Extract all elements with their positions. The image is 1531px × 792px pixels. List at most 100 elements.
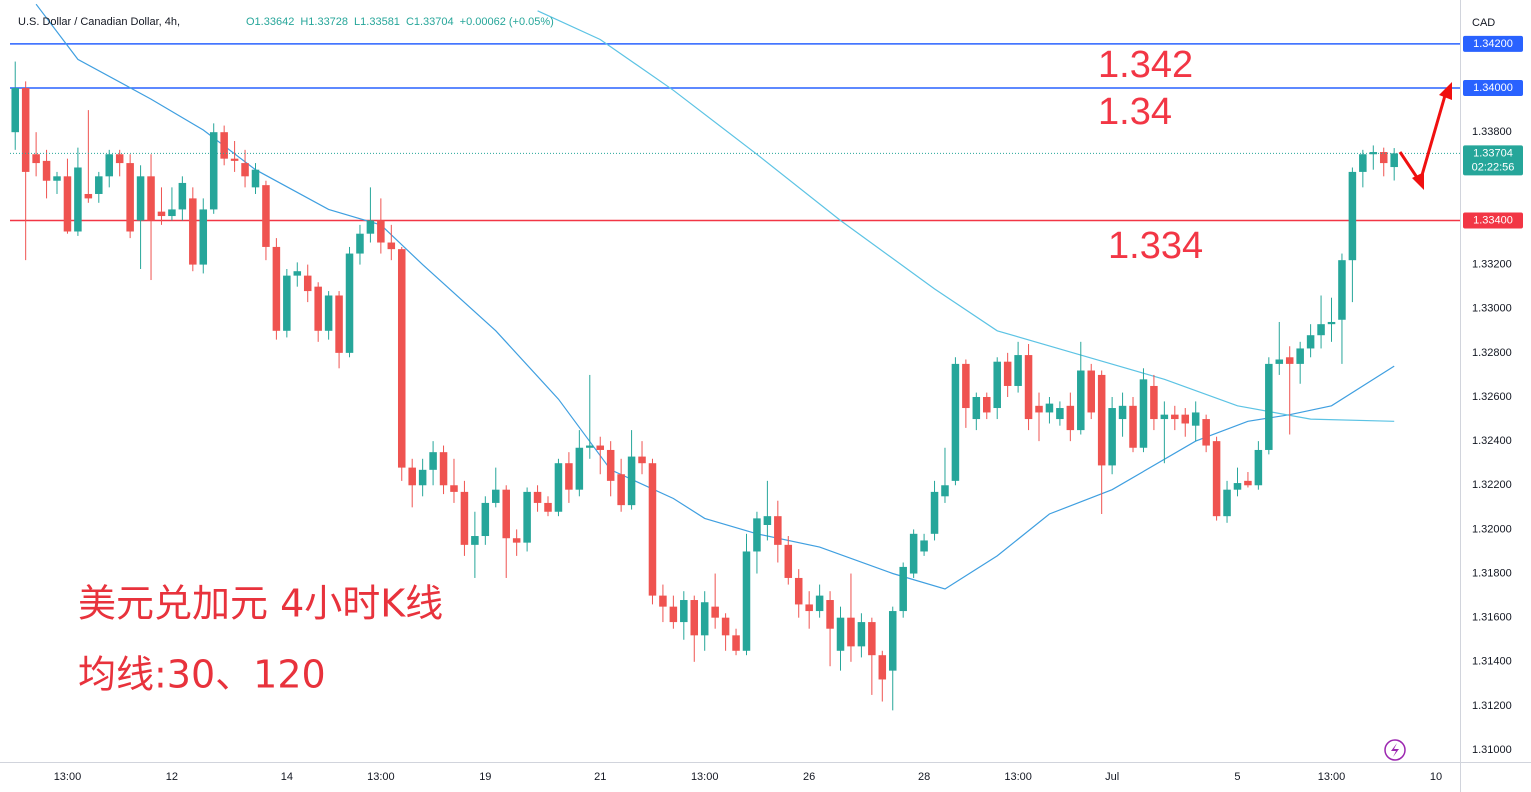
candle-body: [606, 449, 615, 481]
candle-body: [826, 600, 834, 629]
legend-value: L1.33581: [354, 16, 400, 28]
candle-body: [1244, 480, 1252, 486]
candle-body: [136, 176, 145, 221]
x-tick-label: 10: [1430, 771, 1442, 783]
candle-body: [439, 452, 448, 486]
candle-body: [105, 154, 114, 177]
candle-body: [523, 491, 531, 543]
candle-body: [596, 445, 604, 450]
alert-icon[interactable]: [1384, 739, 1406, 761]
candle-body: [168, 209, 176, 217]
price-label-box: [1463, 35, 1523, 52]
candle-body: [1035, 405, 1043, 413]
candle-body: [1233, 483, 1242, 490]
candle-body: [1171, 414, 1179, 420]
candle-body: [251, 169, 260, 188]
candle-body: [1348, 171, 1357, 261]
y-tick-label: 1.32600: [1472, 391, 1512, 403]
candle-body: [1087, 370, 1095, 413]
candle-body: [1265, 363, 1273, 450]
x-tick-label: 19: [479, 771, 491, 783]
candle-body: [366, 220, 375, 234]
candle-body: [1056, 408, 1064, 420]
candle-body: [324, 295, 333, 331]
candle-body: [805, 604, 813, 612]
y-tick-label: 1.31600: [1472, 612, 1512, 624]
candle-body: [1129, 405, 1137, 448]
last-price-box: [1463, 145, 1523, 176]
candle-body: [680, 600, 688, 623]
candle-body: [638, 456, 646, 464]
x-tick-label: 12: [166, 771, 178, 783]
candle-body: [230, 158, 239, 161]
icon-circle[interactable]: [1384, 739, 1406, 761]
candle-body: [533, 491, 542, 503]
candle-body: [220, 132, 228, 159]
candle-body: [502, 489, 510, 539]
candle-body: [408, 467, 416, 486]
candle-body: [763, 516, 772, 525]
candle-body: [429, 452, 437, 470]
arrow-head: [1412, 172, 1424, 190]
candle-body: [397, 249, 406, 468]
candle-body: [669, 606, 678, 623]
x-tick-label: 14: [281, 771, 293, 783]
candle-body: [199, 209, 208, 265]
candle-body: [700, 602, 709, 636]
candle-body: [753, 518, 761, 552]
countdown-label: 02:22:56: [1472, 161, 1515, 173]
candle-body: [1285, 357, 1294, 364]
candle-body: [941, 485, 949, 497]
candle-body: [189, 198, 197, 265]
candle-body: [1118, 405, 1127, 420]
x-tick-label: 28: [918, 771, 930, 783]
y-tick-label: 1.31800: [1472, 567, 1512, 579]
candle-body: [241, 163, 249, 177]
annotation: 1.334: [1108, 225, 1203, 267]
x-tick-label: 26: [803, 771, 815, 783]
candle-body: [84, 193, 93, 199]
candle-body: [1390, 153, 1398, 168]
icon-bolt[interactable]: [1391, 743, 1399, 757]
y-tick-label: 1.33200: [1472, 258, 1512, 270]
candle-body: [512, 538, 521, 543]
chart-title: U.S. Dollar / Canadian Dollar, 4h,: [18, 16, 180, 28]
candle-body: [847, 617, 855, 647]
forecast-arrow: [1398, 82, 1452, 190]
candle-body: [774, 516, 782, 545]
candle-body: [617, 474, 625, 506]
candle-body: [784, 544, 793, 578]
candle-body: [659, 595, 667, 607]
candle-body: [732, 635, 740, 651]
candle-body: [565, 463, 573, 490]
candle-body: [1338, 260, 1346, 320]
plot-area: [10, 3, 1460, 711]
candle-body: [262, 185, 270, 247]
candle-body: [11, 88, 19, 133]
candle-body: [303, 275, 312, 292]
annotation: 美元兑加元 4小时K线: [78, 582, 443, 626]
candle-body: [544, 502, 552, 512]
candle-body: [1254, 449, 1263, 486]
candle-body: [742, 551, 751, 651]
candle-body: [95, 176, 103, 194]
candle-body: [1160, 414, 1169, 420]
candle-body: [42, 160, 51, 181]
price-label: 1.33400: [1473, 214, 1513, 226]
candle-body: [418, 469, 427, 486]
currency-label: CAD: [1472, 17, 1495, 29]
candle-body: [1306, 335, 1315, 349]
candle-body: [554, 463, 563, 512]
candle-body: [690, 600, 699, 636]
candle-body: [575, 447, 584, 490]
candle-body: [178, 182, 187, 210]
candle-body: [1369, 152, 1378, 155]
candle-body: [1181, 414, 1190, 424]
legend-value: C1.33704: [406, 16, 454, 28]
candle-body: [471, 536, 479, 545]
candle-body: [920, 540, 928, 552]
candle-body: [1066, 405, 1075, 431]
legend-value: O1.33642: [246, 16, 294, 28]
